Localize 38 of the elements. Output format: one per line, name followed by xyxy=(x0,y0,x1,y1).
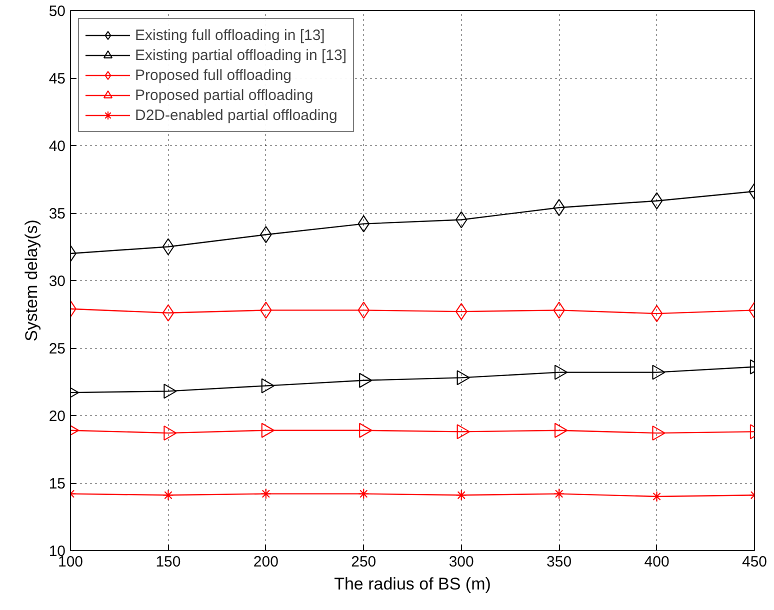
point xyxy=(358,302,370,319)
point xyxy=(359,422,372,438)
y-tick-label: 30 xyxy=(48,273,66,290)
point xyxy=(650,192,663,210)
point xyxy=(164,426,177,441)
x-tick-label: 300 xyxy=(448,554,474,570)
x-tick-label: 350 xyxy=(546,554,572,570)
legend-label: Proposed partial offloading xyxy=(135,86,314,105)
y-tick-label: 25 xyxy=(48,340,66,358)
point xyxy=(359,372,372,388)
point xyxy=(261,422,275,438)
y-tick-label: 20 xyxy=(48,408,66,425)
y-axis-title: System delay(s) xyxy=(22,220,41,342)
point xyxy=(358,488,370,500)
point xyxy=(456,490,467,501)
legend-label: D2D-enabled partial offloading xyxy=(135,106,338,125)
point xyxy=(358,215,370,232)
point xyxy=(651,490,662,502)
point xyxy=(650,305,663,322)
point xyxy=(164,384,177,399)
y-tick-label: 45 xyxy=(48,70,66,88)
y-tick-label: 15 xyxy=(48,476,66,492)
x-tick-label: 200 xyxy=(253,554,278,570)
x-tick-label: 150 xyxy=(156,554,181,570)
legend-label: Existing full offloading in [13] xyxy=(135,26,325,45)
y-tick-label: 35 xyxy=(48,206,66,222)
y-tick-label: 50 xyxy=(48,3,66,20)
y-tick-label: 40 xyxy=(48,138,66,155)
point xyxy=(455,303,468,320)
legend-label: Proposed full offloading xyxy=(135,66,292,85)
legend-label: Existing partial offloading in [13] xyxy=(135,46,347,65)
x-tick-label: 250 xyxy=(351,554,376,570)
point xyxy=(554,488,565,500)
x-axis-title: The radius of BS (m) xyxy=(334,574,491,594)
point xyxy=(455,211,468,228)
x-tick-label: 450 xyxy=(742,554,768,570)
point xyxy=(261,378,275,394)
x-tick-label: 400 xyxy=(644,554,670,570)
